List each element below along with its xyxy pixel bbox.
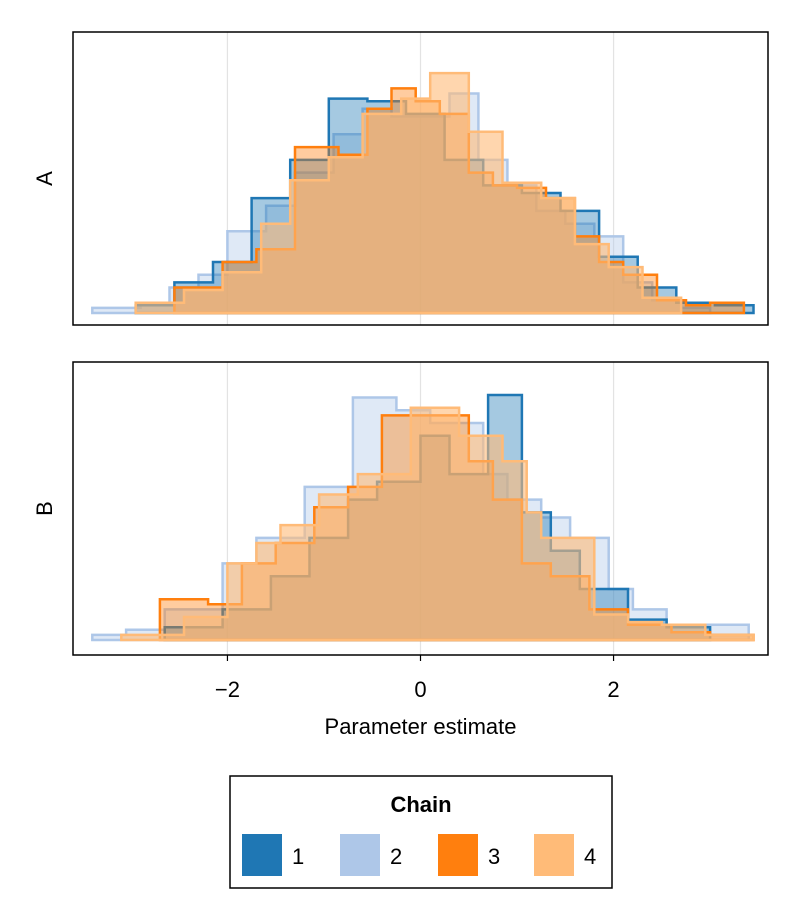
x-tick-label-0: −2 bbox=[215, 677, 240, 702]
legend-label-4: 4 bbox=[584, 844, 596, 869]
legend-label-1: 1 bbox=[292, 844, 304, 869]
legend-entry-1: 1 bbox=[242, 834, 304, 876]
panel-b: B −2 0 2 bbox=[32, 361, 769, 702]
histogram-outline-chain-4 bbox=[134, 71, 683, 315]
histogram-outline-chain-4 bbox=[120, 406, 755, 642]
x-axis-label: Parameter estimate bbox=[325, 714, 517, 739]
series-chain-4 bbox=[120, 406, 755, 642]
legend-title: Chain bbox=[390, 792, 451, 817]
plot-frame bbox=[72, 31, 769, 326]
legend: Chain 1 2 3 4 bbox=[229, 775, 613, 889]
legend-entry-2: 2 bbox=[340, 834, 402, 876]
legend-swatch-4 bbox=[534, 834, 574, 876]
panel-label-a: A bbox=[32, 171, 57, 186]
legend-label-3: 3 bbox=[488, 844, 500, 869]
legend-entry-4: 4 bbox=[534, 834, 596, 876]
panel-label-b: B bbox=[32, 501, 57, 516]
legend-entry-3: 3 bbox=[438, 834, 500, 876]
x-tick-label-1: 0 bbox=[414, 677, 426, 702]
legend-label-2: 2 bbox=[390, 844, 402, 869]
x-tick-label-2: 2 bbox=[607, 677, 619, 702]
series-chain-4 bbox=[134, 71, 683, 315]
panel-a: A bbox=[32, 31, 769, 326]
histogram-fill-chain-4 bbox=[121, 407, 754, 640]
legend-swatch-2 bbox=[340, 834, 380, 876]
legend-swatch-3 bbox=[438, 834, 478, 876]
legend-swatch-1 bbox=[242, 834, 282, 876]
histogram-fill-chain-4 bbox=[135, 73, 682, 313]
